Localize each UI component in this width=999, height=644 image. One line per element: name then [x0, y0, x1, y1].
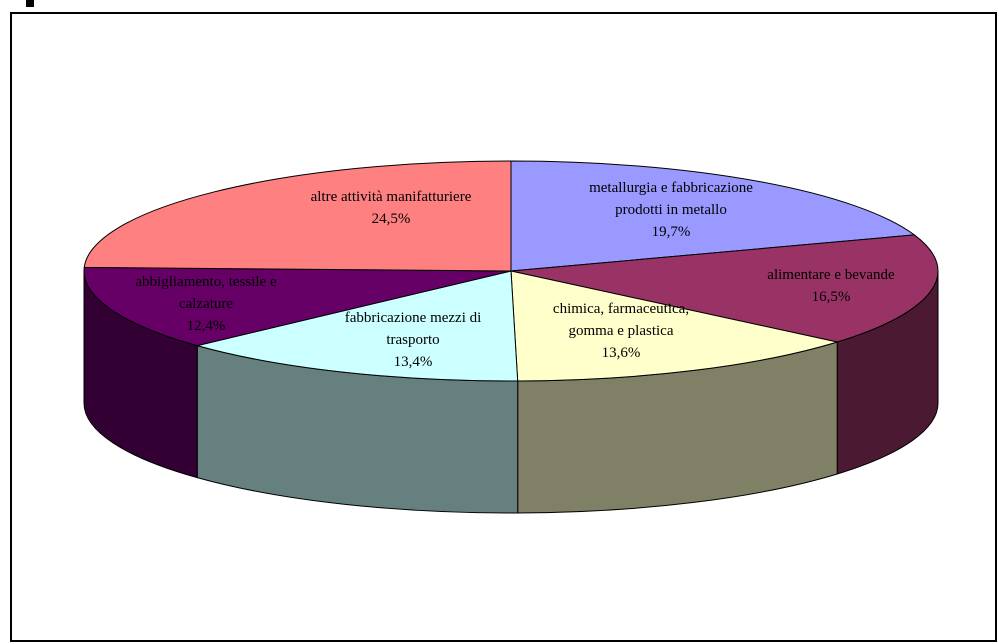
pie-chart: metallurgia e fabbricazione prodotti in m…: [83, 160, 939, 514]
slice-label-5: altre attività manifatturiere 24,5%: [311, 189, 472, 227]
slice-label-3: fabbricazione mezzi di trasporto 13,4%: [345, 310, 482, 370]
slice-label-1: alimentare e bevande 16,5%: [767, 267, 895, 305]
pie-slice-5: [83, 160, 512, 272]
corner-mark: [26, 0, 34, 7]
pie-slice-4: [83, 266, 512, 347]
pie-tops: [83, 160, 939, 382]
chart-frame: metallurgia e fabbricazione prodotti in m…: [10, 12, 997, 642]
slice-label-0: metallurgia e fabbricazione prodotti in m…: [589, 180, 753, 240]
pie-slice-1: [510, 234, 939, 343]
pie-slice-3: [195, 270, 519, 382]
pie-sides: [83, 270, 939, 514]
slice-label-2: chimica, farmaceutica, gomma e plastica 13…: [553, 301, 689, 361]
slice-label-4: abbigliamento, tessile e calzature 12,4%: [135, 274, 277, 334]
pie-slice-2: [510, 270, 840, 382]
